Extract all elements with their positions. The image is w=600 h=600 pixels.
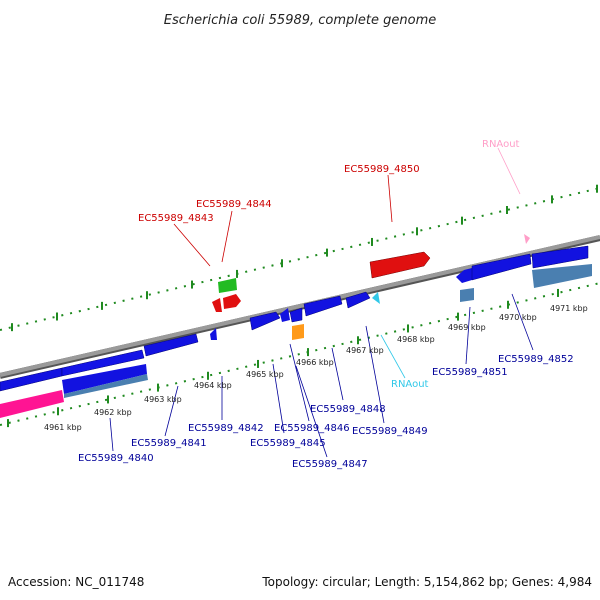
tick-label: 4966 kbp: [296, 358, 334, 367]
accession-text: Accession: NC_011748: [8, 575, 144, 589]
gene-label[interactable]: EC55989_4849: [352, 426, 428, 437]
gene-feature[interactable]: [303, 295, 343, 317]
gene-feature[interactable]: [292, 324, 304, 340]
gene-feature[interactable]: [531, 245, 589, 269]
tick-label: 4968 kbp: [397, 335, 435, 344]
gene-label[interactable]: EC55989_4842: [188, 423, 264, 434]
gene-label[interactable]: EC55989_4848: [310, 404, 386, 415]
gene-feature[interactable]: [64, 374, 148, 398]
gene-label[interactable]: EC55989_4840: [78, 453, 154, 464]
gene-feature[interactable]: [210, 328, 217, 340]
ruler-top: [0, 187, 600, 331]
leader-line: [164, 385, 179, 437]
tick-label: 4967 kbp: [346, 346, 384, 355]
leader-line: [173, 223, 211, 267]
leader-lines: [109, 147, 534, 458]
tick-label: 4963 kbp: [144, 395, 182, 404]
gene-feature[interactable]: [345, 291, 371, 309]
gene-label[interactable]: RNAout: [482, 139, 520, 150]
gene-feature[interactable]: [532, 264, 592, 288]
leader-line: [109, 417, 114, 452]
leader-line: [380, 334, 406, 379]
gene-feature[interactable]: [456, 268, 472, 283]
leader-line: [331, 347, 344, 401]
gene-label[interactable]: RNAout: [391, 379, 429, 390]
gene-label[interactable]: EC55989_4847: [292, 459, 368, 470]
leader-line: [365, 325, 385, 424]
highlight-genes: [212, 234, 530, 340]
gene-feature[interactable]: [212, 298, 222, 312]
leader-line: [295, 365, 328, 458]
tick-label: 4961 kbp: [44, 423, 82, 432]
tick-label: 4965 kbp: [246, 370, 284, 379]
tick-labels: 4961 kbp 4962 kbp 4963 kbp 4964 kbp 4965…: [44, 304, 588, 432]
tick-label: 4969 kbp: [448, 323, 486, 332]
gene-labels-bottom: EC55989_4840 EC55989_4841 EC55989_4842 E…: [78, 354, 574, 470]
gene-feature[interactable]: [369, 251, 431, 279]
gene-label[interactable]: EC55989_4841: [131, 438, 207, 449]
gene-feature[interactable]: [249, 311, 281, 331]
gene-feature[interactable]: [280, 308, 290, 322]
gene-feature[interactable]: [61, 349, 145, 377]
gene-label[interactable]: EC55989_4850: [344, 164, 420, 175]
forward-genes: [0, 245, 589, 392]
gene-feature[interactable]: [460, 288, 474, 302]
gene-label[interactable]: EC55989_4843: [138, 213, 214, 224]
leader-line: [465, 306, 471, 365]
gene-feature[interactable]: [223, 294, 241, 309]
map-title: Escherichia coli 55989, complete genome: [164, 13, 436, 28]
leader-line: [221, 210, 233, 263]
gene-feature[interactable]: [218, 278, 237, 293]
rna-feature[interactable]: [372, 292, 380, 304]
tick-label: 4964 kbp: [194, 381, 232, 390]
leader-line: [497, 147, 521, 195]
leader-line: [387, 174, 393, 223]
gene-label[interactable]: EC55989_4846: [274, 423, 350, 434]
leader-line: [511, 293, 534, 351]
summary-text: Topology: circular; Length: 5,154,862 bp…: [261, 575, 592, 589]
tick-label: 4970 kbp: [499, 313, 537, 322]
gene-label[interactable]: EC55989_4852: [498, 354, 574, 365]
rna-feature[interactable]: [524, 234, 530, 244]
gene-feature[interactable]: [143, 333, 199, 357]
ruler-bottom: [0, 282, 600, 426]
pseudogene-feature[interactable]: [0, 390, 64, 418]
gene-feature[interactable]: [289, 307, 303, 323]
leader-line: [272, 363, 285, 434]
leader-line: [289, 343, 310, 422]
gene-feature[interactable]: [62, 364, 147, 394]
tick-label: 4971 kbp: [550, 304, 588, 313]
major-ticks: [7, 184, 598, 428]
gene-labels-top: EC55989_4843 EC55989_4844 EC55989_4850 R…: [138, 139, 520, 224]
scale-ruler: [0, 184, 600, 428]
reverse-genes: [0, 264, 592, 418]
gene-label[interactable]: EC55989_4845: [250, 438, 326, 449]
gene-label[interactable]: EC55989_4851: [432, 367, 508, 378]
gene-feature[interactable]: [471, 253, 532, 281]
gene-label[interactable]: EC55989_4844: [196, 199, 272, 210]
tick-label: 4962 kbp: [94, 408, 132, 417]
